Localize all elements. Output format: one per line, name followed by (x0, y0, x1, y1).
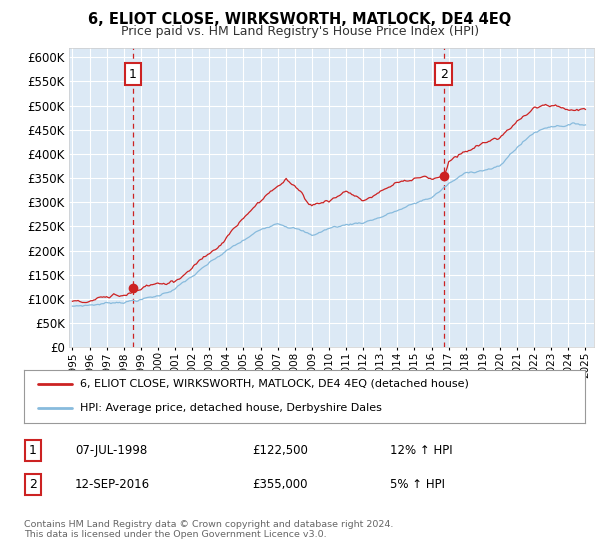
Text: 07-JUL-1998: 07-JUL-1998 (75, 444, 147, 458)
Text: 6, ELIOT CLOSE, WIRKSWORTH, MATLOCK, DE4 4EQ (detached house): 6, ELIOT CLOSE, WIRKSWORTH, MATLOCK, DE4… (80, 379, 469, 389)
Text: £355,000: £355,000 (252, 478, 308, 491)
Text: 12% ↑ HPI: 12% ↑ HPI (390, 444, 452, 458)
Text: 6, ELIOT CLOSE, WIRKSWORTH, MATLOCK, DE4 4EQ: 6, ELIOT CLOSE, WIRKSWORTH, MATLOCK, DE4… (88, 12, 512, 27)
Text: 1: 1 (129, 68, 137, 81)
Text: 1: 1 (29, 444, 37, 458)
Text: 2: 2 (440, 68, 448, 81)
Text: 12-SEP-2016: 12-SEP-2016 (75, 478, 150, 491)
Text: HPI: Average price, detached house, Derbyshire Dales: HPI: Average price, detached house, Derb… (80, 403, 382, 413)
Text: 5% ↑ HPI: 5% ↑ HPI (390, 478, 445, 491)
Text: £122,500: £122,500 (252, 444, 308, 458)
Text: Price paid vs. HM Land Registry's House Price Index (HPI): Price paid vs. HM Land Registry's House … (121, 25, 479, 38)
Text: Contains HM Land Registry data © Crown copyright and database right 2024.
This d: Contains HM Land Registry data © Crown c… (24, 520, 394, 539)
Text: 2: 2 (29, 478, 37, 491)
